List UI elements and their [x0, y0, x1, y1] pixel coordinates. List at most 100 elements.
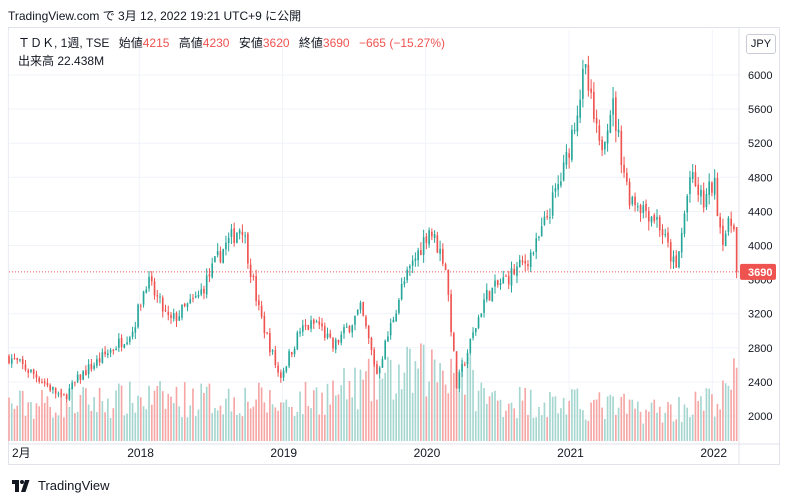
volume-bar — [568, 400, 570, 441]
candle-body — [433, 233, 436, 238]
candle-body — [43, 381, 46, 384]
candle-body — [422, 237, 425, 255]
candle-body — [318, 321, 321, 325]
y-tick-label: 5600 — [748, 104, 772, 116]
candle-body — [667, 232, 669, 243]
candle-body — [661, 229, 664, 236]
candle-body — [134, 327, 137, 333]
volume-bar — [203, 392, 205, 441]
candle-body — [598, 125, 601, 141]
volume-bar — [384, 372, 387, 441]
candle-body — [713, 177, 716, 195]
brand-logo[interactable]: TradingView — [12, 478, 110, 493]
volume-bar — [142, 406, 145, 441]
volume-bar — [30, 402, 32, 441]
volume-bar — [634, 408, 636, 441]
candle-body — [499, 283, 502, 285]
candle-body — [304, 324, 307, 327]
candle-body — [436, 235, 439, 253]
volume-bar — [447, 393, 450, 441]
volume-bar — [483, 388, 485, 441]
volume-bar — [513, 408, 516, 441]
candle-body — [463, 364, 466, 366]
symbol-label[interactable]: ＴＤＫ, 1週, TSE — [18, 36, 110, 50]
candle-body — [527, 264, 529, 267]
volume-bar — [442, 370, 444, 441]
y-tick-label: 5200 — [748, 138, 772, 150]
volume-bar — [249, 408, 252, 441]
candle-body — [96, 359, 98, 366]
candle-body — [170, 314, 172, 319]
candle-body — [496, 280, 499, 285]
candle-body — [194, 295, 197, 298]
volume-bar — [444, 384, 447, 441]
volume-bar — [24, 415, 27, 441]
candle-body — [282, 370, 285, 378]
candle-body — [238, 230, 241, 234]
volume-bar — [573, 389, 576, 441]
candle-body — [252, 276, 255, 278]
candle-body — [214, 256, 216, 263]
volume-bar — [38, 406, 41, 441]
candle-body — [139, 305, 142, 307]
volume-bar — [403, 372, 406, 441]
candle-body — [565, 152, 568, 165]
volume-bar — [277, 410, 279, 441]
y-tick-label: 4400 — [748, 206, 772, 218]
volume-bar — [598, 392, 601, 441]
volume-bar — [167, 393, 170, 441]
volume-bar — [428, 381, 430, 441]
candle-body — [159, 296, 161, 298]
volume-bar — [323, 414, 326, 441]
candle-body — [414, 258, 417, 261]
candle-body — [645, 203, 647, 212]
candle-body — [343, 327, 345, 334]
volume-bar — [667, 402, 669, 441]
candle-body — [593, 91, 595, 119]
candle-body — [310, 320, 312, 329]
volume-bar — [529, 389, 532, 441]
candle-body — [650, 216, 653, 223]
candle-body — [21, 359, 24, 365]
volume-bar — [425, 396, 428, 441]
volume-bar — [722, 380, 724, 441]
candle-body — [540, 226, 543, 237]
volume-bar — [104, 412, 106, 441]
volume-bar — [510, 402, 513, 441]
volume-bar — [304, 381, 307, 441]
currency-button[interactable]: JPY — [746, 34, 776, 54]
volume-bar — [120, 385, 123, 441]
candle-body — [236, 233, 238, 243]
volume-bar — [532, 417, 535, 441]
candle-body — [615, 97, 617, 131]
volume-bar — [502, 416, 505, 441]
volume-bar — [631, 399, 634, 441]
candle-body — [708, 181, 711, 196]
volume-bar — [329, 404, 332, 441]
candle-body — [439, 248, 441, 254]
volume-bar — [458, 391, 461, 441]
volume-bar — [433, 359, 436, 441]
volume-bar — [233, 397, 235, 441]
candle-body — [345, 326, 348, 328]
candle-body — [634, 196, 636, 206]
volume-bar — [628, 399, 631, 441]
volume-bar — [351, 397, 354, 441]
candle-body — [24, 364, 27, 370]
candle-body — [104, 351, 106, 355]
low-label: 安値 — [238, 36, 263, 50]
volume-bar — [98, 387, 101, 441]
candle-body — [639, 205, 642, 214]
candle-body — [444, 264, 447, 271]
volume-bar — [263, 402, 266, 441]
volume-bar — [126, 413, 128, 441]
volume-bar — [595, 399, 598, 441]
volume-bar — [409, 348, 411, 441]
candle-body — [370, 337, 373, 351]
candle-body — [118, 338, 120, 348]
volume-bar — [82, 387, 84, 441]
candle-body — [164, 310, 167, 312]
volume-bar — [615, 414, 617, 441]
volume-bar — [170, 396, 172, 441]
